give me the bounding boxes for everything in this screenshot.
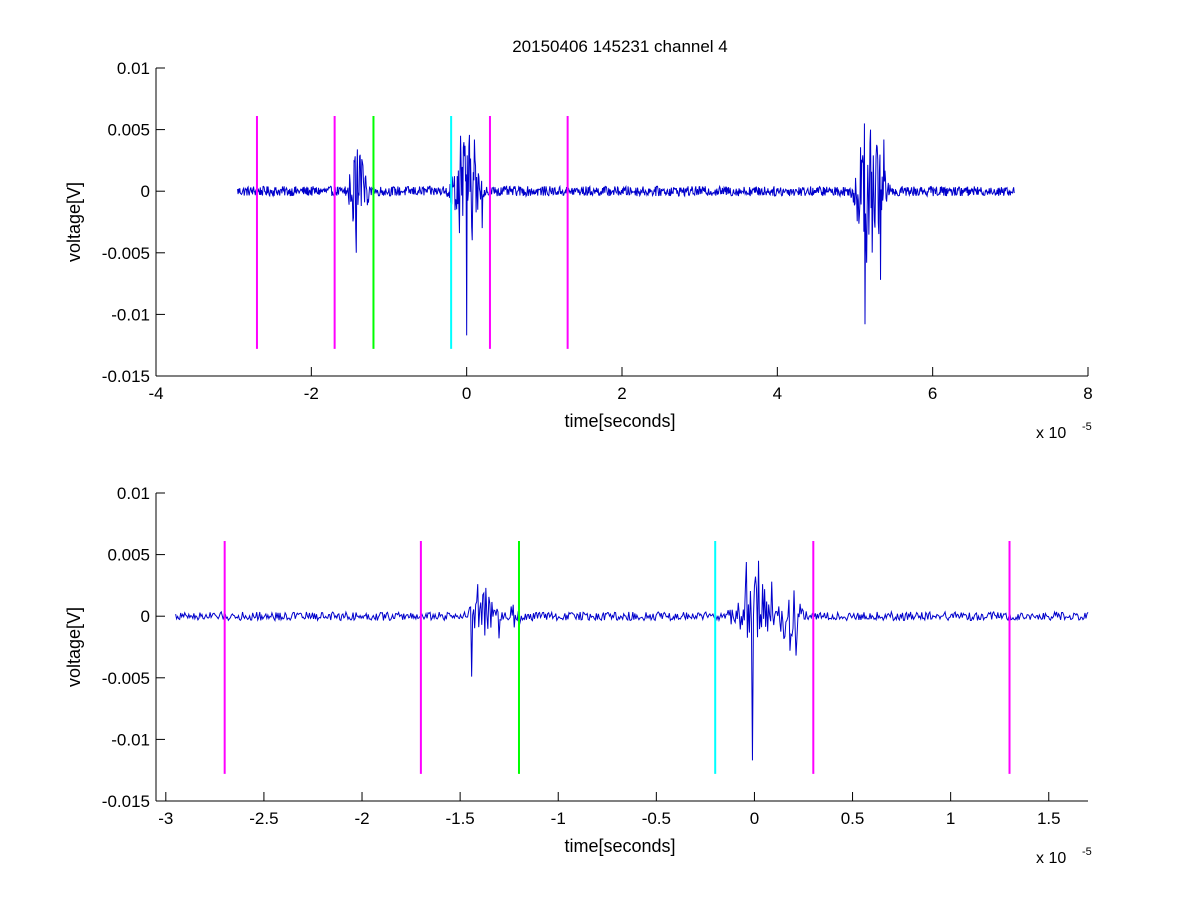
chart1-x-axis-label: time[seconds]: [564, 836, 675, 856]
chart0-x-tick-label: -2: [304, 384, 319, 403]
chart0-y-tick-label: -0.005: [102, 244, 150, 263]
chart1-x-exponent-power: -5: [1082, 846, 1092, 858]
chart0-x-axis-label: time[seconds]: [564, 411, 675, 431]
chart1-x-tick-label: -2.5: [249, 809, 278, 828]
bottom-axes: -3 -2.5 -2 -1.5 -1 -0.5 0 0.5 1 1.5 -0.015 -0.01 -0.…: [64, 484, 1092, 867]
chart1-y-tick-label: -0.015: [102, 792, 150, 811]
chart1-y-tick-label: 0.005: [107, 546, 150, 565]
chart0-x-tick-label: -4: [148, 384, 163, 403]
chart0-x-exponent-power: -5: [1082, 421, 1092, 433]
chart0-x-tick-label: 8: [1083, 384, 1092, 403]
chart1-y-tick-label: 0: [141, 607, 150, 626]
chart1-x-exponent-label: x 10: [1036, 850, 1066, 867]
chart1-x-tick-label: 0: [750, 809, 759, 828]
chart0-x-tick-label: 0: [462, 384, 471, 403]
chart0-x-tick-label: 6: [928, 384, 937, 403]
top-axes: -4 -2 0 2 4 6 8 -0.015 -0.01 -0.005 0 0.005 0.01 time…: [64, 59, 1093, 442]
figure-title: 20150406 145231 channel 4: [512, 37, 728, 56]
chart0-x-tick-label: 4: [773, 384, 782, 403]
chart1-x-tick-label: -3: [158, 809, 173, 828]
chart1-x-tick-label: -1: [551, 809, 566, 828]
chart1-x-tick-label: 1.5: [1037, 809, 1061, 828]
chart1-y-tick-label: -0.01: [111, 730, 150, 749]
chart0-y-tick-label: 0.005: [107, 121, 150, 140]
chart1-x-tick-label: -0.5: [642, 809, 671, 828]
chart1-signal-trace: [175, 560, 1089, 761]
chart1-x-tick-label: 0.5: [841, 809, 865, 828]
chart0-signal-trace: [237, 123, 1015, 336]
chart1-x-tick-label: -1.5: [445, 809, 474, 828]
chart0-x-exponent-label: x 10: [1036, 425, 1066, 442]
chart0-y-tick-label: 0: [141, 182, 150, 201]
chart1-y-axis-label: voltage[V]: [64, 607, 84, 687]
chart0-y-tick-label: -0.01: [111, 305, 150, 324]
chart0-x-tick-label: 2: [617, 384, 626, 403]
chart1-y-tick-label: -0.005: [102, 669, 150, 688]
chart1-x-tick-label: 1: [946, 809, 955, 828]
chart0-y-tick-label: -0.015: [102, 367, 150, 386]
chart1-x-tick-label: -2: [354, 809, 369, 828]
chart1-y-tick-label: 0.01: [117, 484, 150, 503]
chart0-y-axis-label: voltage[V]: [64, 182, 84, 262]
chart0-y-tick-label: 0.01: [117, 59, 150, 78]
